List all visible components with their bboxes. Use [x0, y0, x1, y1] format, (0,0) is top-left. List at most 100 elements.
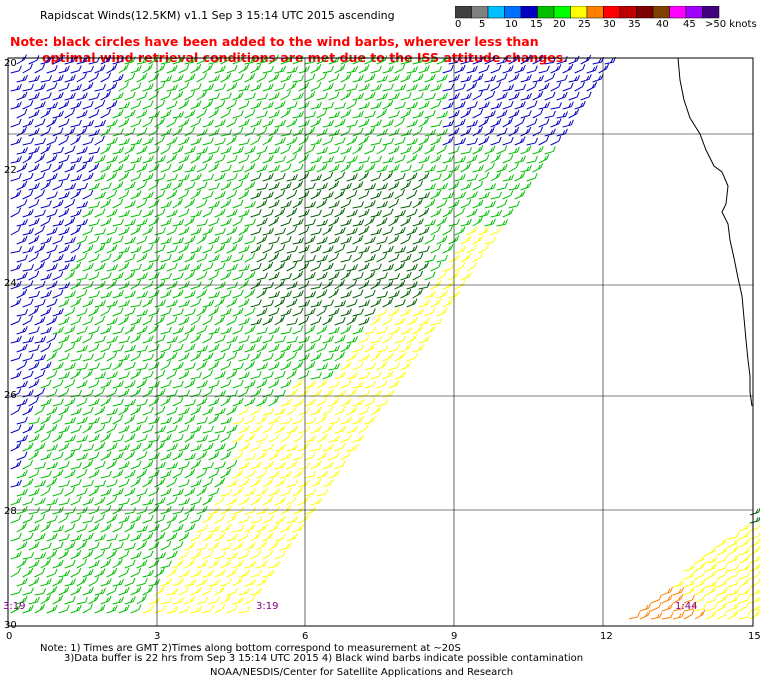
wind-barb — [46, 227, 58, 236]
wind-barb — [130, 532, 142, 542]
wind-barb — [478, 154, 490, 164]
wind-barb — [58, 135, 70, 146]
wind-barb — [268, 164, 280, 173]
wind-barb — [88, 541, 100, 551]
wind-barb — [88, 253, 100, 263]
wind-barb — [292, 55, 304, 65]
wind-barb — [190, 100, 202, 110]
wind-barb — [76, 72, 87, 83]
wind-barb — [466, 101, 478, 110]
wind-barb — [364, 55, 376, 65]
wind-barb — [190, 210, 202, 218]
wind-barb — [538, 101, 550, 110]
wind-barb — [376, 75, 388, 83]
wind-barb — [88, 559, 100, 569]
wind-barb — [28, 270, 40, 281]
wind-barb — [244, 488, 256, 497]
wind-barb — [130, 460, 142, 470]
wind-barb — [136, 218, 148, 227]
wind-barb — [70, 119, 82, 128]
wind-barb — [160, 91, 172, 101]
wind-barb — [268, 416, 280, 425]
wind-barb — [502, 84, 514, 92]
wind-barb — [202, 137, 214, 146]
wind-barb — [88, 326, 100, 335]
wind-barb — [88, 379, 100, 389]
wind-barb — [694, 603, 707, 612]
longitude-label: 3 — [154, 631, 161, 642]
wind-barb — [94, 587, 106, 596]
wind-barb — [490, 136, 502, 146]
wind-barb — [412, 288, 423, 299]
wind-barb — [154, 552, 166, 560]
wind-barb — [268, 182, 280, 191]
wind-barb — [40, 216, 52, 227]
wind-barb — [298, 101, 310, 110]
wind-barb — [716, 578, 728, 588]
wind-barb — [370, 263, 382, 272]
wind-barb — [172, 180, 184, 191]
wind-barb — [412, 236, 424, 245]
wind-barb — [184, 235, 196, 245]
wind-barb — [58, 191, 70, 200]
wind-barb — [322, 191, 334, 200]
wind-barb — [346, 336, 358, 344]
wind-barb — [142, 460, 154, 470]
wind-barb — [142, 155, 154, 164]
wind-barb — [244, 360, 256, 371]
wind-barb — [214, 65, 226, 74]
wind-barb — [514, 117, 526, 128]
wind-barb — [304, 380, 316, 389]
wind-barb — [250, 516, 262, 524]
wind-barb — [250, 209, 262, 218]
wind-barb — [136, 578, 148, 587]
wind-barb — [727, 538, 739, 548]
wind-barb — [130, 405, 142, 416]
wind-barb — [46, 209, 58, 218]
wind-barb — [448, 74, 460, 83]
wind-barb — [382, 156, 394, 164]
wind-barb — [208, 397, 220, 407]
wind-barb — [322, 136, 334, 146]
wind-barb — [10, 460, 22, 470]
wind-barb — [76, 308, 88, 317]
wind-barb — [82, 603, 94, 614]
wind-barb — [556, 91, 568, 101]
wind-barb — [148, 397, 160, 407]
wind-barb — [82, 389, 94, 398]
wind-barb — [298, 65, 310, 74]
wind-barb — [262, 135, 273, 146]
wind-barb — [196, 325, 208, 335]
wind-barb — [310, 282, 322, 290]
wind-barb — [58, 498, 70, 506]
wind-barb — [202, 191, 214, 200]
wind-barb — [58, 513, 69, 524]
wind-barb — [238, 550, 250, 560]
wind-barb — [568, 74, 580, 83]
wind-barb — [568, 108, 580, 119]
wind-barb — [166, 117, 178, 128]
wind-barb — [70, 261, 82, 272]
wind-barb — [184, 146, 196, 155]
wind-barb — [436, 144, 448, 155]
wind-barb — [52, 469, 64, 479]
wind-barb — [46, 65, 58, 74]
wind-barb — [214, 551, 226, 560]
wind-barb — [88, 362, 100, 371]
wind-barb — [749, 563, 760, 572]
wind-barb — [190, 281, 202, 290]
wind-barb — [76, 92, 88, 101]
wind-barb — [130, 551, 142, 560]
wind-barb — [364, 126, 376, 137]
wind-barb — [250, 531, 261, 542]
wind-barb — [268, 199, 280, 209]
wind-barb — [76, 182, 88, 191]
wind-barb — [304, 235, 316, 245]
wind-barb — [280, 343, 292, 353]
wind-barb — [178, 189, 190, 200]
wind-barb — [232, 397, 244, 407]
wind-barb — [202, 63, 214, 74]
wind-barb — [705, 562, 717, 572]
wind-barb — [136, 378, 148, 389]
wind-barb — [142, 63, 153, 74]
